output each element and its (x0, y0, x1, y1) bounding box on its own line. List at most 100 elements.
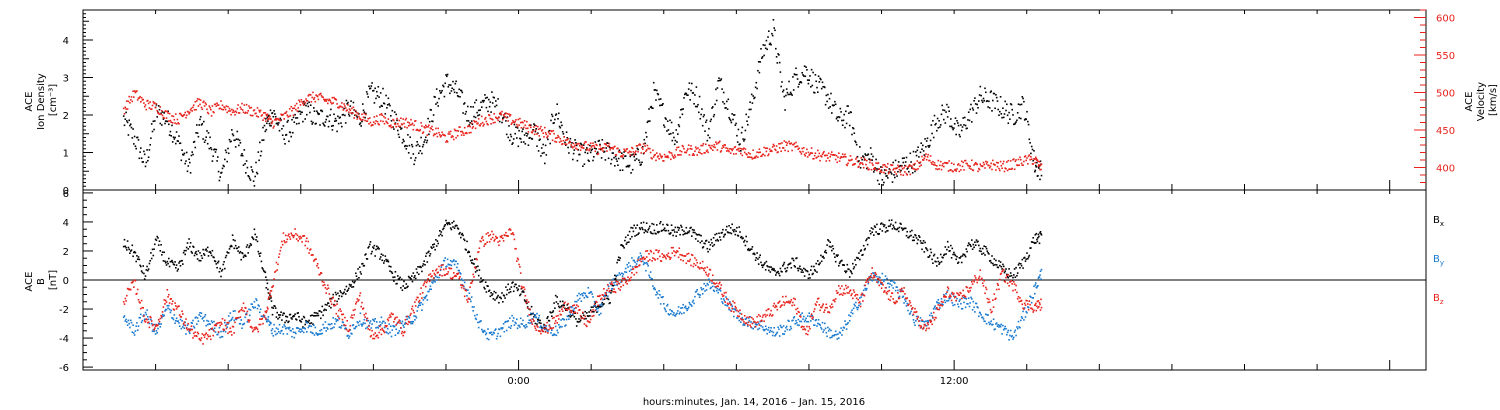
velocity-point (876, 169, 878, 172)
bx-point (303, 316, 306, 319)
bx-point (157, 237, 159, 239)
bx-point (240, 258, 242, 261)
bx-point (626, 241, 628, 244)
velocity-point (369, 121, 372, 124)
density-point (862, 155, 864, 157)
by-point (356, 321, 359, 323)
bx-point (340, 291, 342, 294)
by-point (568, 318, 570, 320)
density-point (123, 124, 126, 127)
velocity-point (551, 130, 553, 133)
bx-point (827, 239, 829, 241)
density-point (968, 119, 971, 122)
velocity-point (979, 163, 982, 165)
bx-point (470, 259, 472, 262)
bx-point (670, 232, 672, 234)
density-point (778, 54, 780, 56)
by-point (505, 329, 508, 332)
by-point (318, 333, 320, 335)
by-point (547, 330, 549, 333)
bx-point (425, 255, 427, 257)
bx-point (935, 260, 937, 263)
bx-point (435, 239, 437, 241)
density-point (413, 163, 415, 166)
bx-point (376, 247, 379, 250)
by-point (810, 320, 812, 322)
velocity-point (738, 150, 740, 152)
velocity-point (970, 168, 972, 170)
by-point (426, 299, 429, 301)
density-point (911, 167, 913, 169)
density-point (616, 160, 618, 162)
density-point (796, 78, 799, 80)
velocity-point (683, 148, 685, 150)
by-point (621, 275, 624, 277)
density-point (306, 102, 309, 105)
by-point (713, 290, 716, 293)
density-point (517, 145, 520, 148)
by-point (764, 329, 766, 331)
velocity-point (764, 147, 767, 149)
velocity-point (883, 171, 885, 174)
density-point (901, 157, 904, 160)
by-point (364, 322, 366, 325)
by-point (823, 329, 825, 331)
bx-point (690, 226, 692, 229)
bx-point (888, 219, 891, 222)
velocity-point (421, 125, 423, 127)
density-point (782, 89, 785, 91)
velocity-axis-label: ACE Velocity [km/s] (1464, 79, 1499, 121)
bx-point (369, 243, 371, 246)
density-point (680, 108, 683, 111)
velocity-point (155, 103, 158, 105)
density-point (188, 158, 190, 160)
density-point (930, 124, 933, 126)
bx-point (244, 254, 246, 256)
bx-point (439, 230, 441, 232)
density-point (122, 115, 125, 117)
by-point (178, 325, 181, 327)
velocity-point (1013, 158, 1015, 160)
density-point (796, 73, 798, 76)
density-point (414, 157, 417, 159)
bx-point (566, 304, 569, 306)
density-point (635, 153, 637, 156)
density-point (330, 108, 332, 111)
velocity-point (885, 169, 887, 171)
bx-point (873, 234, 875, 236)
by-point (335, 320, 338, 323)
density-point (307, 105, 310, 108)
bx-point (916, 242, 919, 245)
velocity-point (184, 111, 186, 114)
bx-point (998, 260, 1000, 262)
by-point (645, 261, 648, 264)
velocity-point (642, 148, 644, 150)
velocity-point (174, 122, 176, 124)
by-point (591, 293, 593, 295)
bx-point (393, 276, 396, 278)
bx-point (162, 260, 165, 262)
density-point (524, 143, 527, 145)
bx-point (869, 230, 871, 232)
by-point (133, 332, 135, 334)
by-point (229, 312, 232, 314)
by-point (990, 320, 992, 322)
density-point (958, 133, 961, 136)
velocity-point (947, 170, 950, 172)
by-point (915, 320, 917, 322)
density-point (154, 120, 156, 122)
bx-point (294, 313, 296, 315)
bx-point (176, 270, 179, 272)
velocity-point (274, 119, 276, 121)
velocity-point (900, 173, 902, 176)
by-point (509, 327, 512, 329)
bx-point (953, 253, 956, 256)
by-point (631, 266, 634, 268)
density-point (893, 174, 895, 176)
bx-point (274, 307, 277, 309)
bx-point (424, 264, 426, 266)
velocity-point (171, 115, 173, 117)
bx-point (289, 313, 292, 316)
velocity-point (307, 95, 310, 97)
density-point (463, 103, 465, 105)
